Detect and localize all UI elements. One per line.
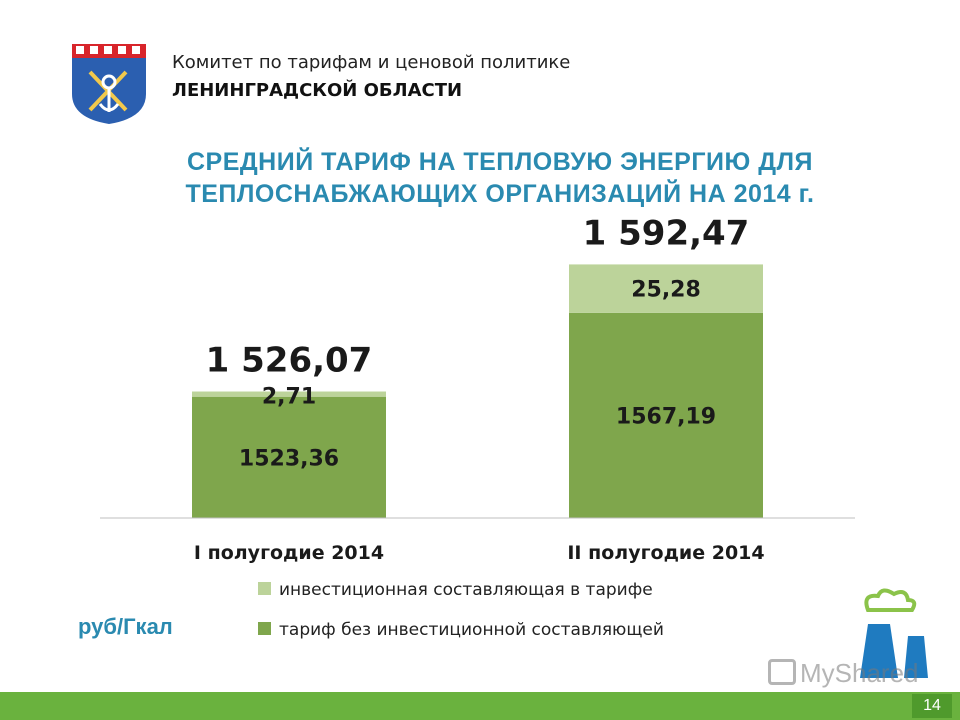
legend-swatch-base bbox=[258, 621, 271, 635]
legend-label-base: тариф без инвестиционной составляющей bbox=[279, 620, 664, 640]
organization-region: ЛЕНИНГРАДСКОЙ ОБЛАСТИ bbox=[172, 80, 463, 101]
x-tick-label-1: I полугодие 2014 bbox=[194, 542, 384, 564]
watermark-text: MyShared bbox=[800, 658, 919, 688]
footer-bar bbox=[0, 692, 960, 720]
chart-title-line-2: ТЕПЛОСНАБЖАЮЩИХ ОРГАНИЗАЦИЙ НА 2014 г. bbox=[185, 180, 815, 208]
legend-item-investment: инвестиционная составляющая в тарифе bbox=[258, 580, 653, 600]
unit-label: руб/Гкал bbox=[78, 614, 173, 639]
data-label-base-2: 1567,19 bbox=[616, 404, 716, 429]
page-number: 14 bbox=[912, 694, 952, 718]
bar-investment-1 bbox=[192, 391, 386, 397]
data-label-investment-1: 2,71 bbox=[262, 385, 316, 410]
data-label-total-2: 1 592,47 bbox=[583, 213, 750, 253]
bar-base-1 bbox=[192, 396, 386, 518]
watermark-icon bbox=[768, 659, 796, 686]
chart-title-line-1: СРЕДНИЙ ТАРИФ НА ТЕПЛОВУЮ ЭНЕРГИЮ ДЛЯ bbox=[186, 148, 814, 176]
data-label-investment-2: 25,28 bbox=[631, 278, 701, 303]
watermark: MyShared bbox=[768, 658, 919, 689]
x-tick-label-2: II полугодие 2014 bbox=[567, 542, 764, 564]
coat-of-arms-icon bbox=[72, 44, 146, 124]
legend-item-base: тариф без инвестиционной составляющей bbox=[258, 620, 664, 640]
data-label-total-1: 1 526,07 bbox=[206, 341, 373, 381]
legend-label-investment: инвестиционная составляющая в тарифе bbox=[279, 580, 653, 600]
bar-base-2 bbox=[569, 312, 763, 518]
bar-investment-2 bbox=[569, 264, 763, 313]
data-label-base-1: 1523,36 bbox=[239, 446, 339, 471]
legend-swatch-investment bbox=[258, 581, 271, 595]
heating-plant-icon bbox=[860, 588, 928, 678]
organization-name: Комитет по тарифам и ценовой политике bbox=[172, 52, 571, 73]
